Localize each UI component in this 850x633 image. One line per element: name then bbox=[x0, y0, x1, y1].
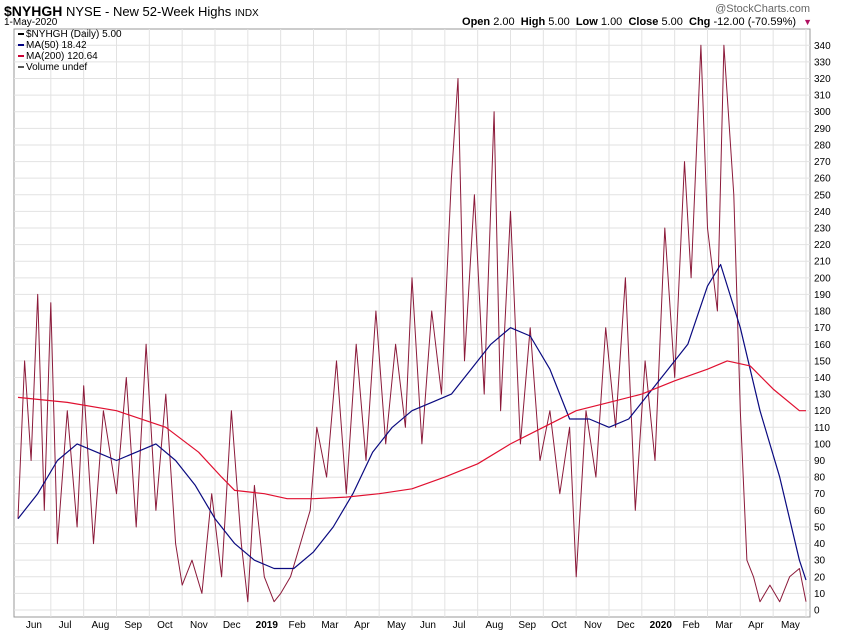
y-tick-label: 290 bbox=[814, 124, 831, 135]
ohlc-readout: Open 2.00 High 5.00 Low 1.00 Close 5.00 … bbox=[462, 16, 812, 28]
chg-down-arrow-icon[interactable]: ▼ bbox=[803, 17, 812, 27]
y-tick-label: 330 bbox=[814, 57, 831, 68]
y-tick-label: 280 bbox=[814, 140, 831, 151]
y-tick-label: 200 bbox=[814, 273, 831, 284]
y-tick-label: 240 bbox=[814, 207, 831, 218]
close-label: Close bbox=[628, 16, 659, 28]
y-tick-label: 0 bbox=[814, 606, 820, 617]
y-tick-label: 230 bbox=[814, 224, 831, 235]
x-tick-label: Aug bbox=[486, 620, 504, 631]
x-tick-label: Oct bbox=[551, 620, 567, 631]
open-label: Open bbox=[462, 16, 491, 28]
x-tick-label: Sep bbox=[124, 620, 142, 631]
x-tick-label: Nov bbox=[190, 620, 208, 631]
y-tick-label: 270 bbox=[814, 157, 831, 168]
high-value: 5.00 bbox=[548, 16, 570, 28]
y-tick-label: 20 bbox=[814, 572, 826, 583]
y-tick-label: 220 bbox=[814, 240, 831, 251]
chart-legend: $NYHGH (Daily) 5.00 MA(50) 18.42 MA(200)… bbox=[18, 29, 122, 73]
x-tick-label: Apr bbox=[748, 620, 764, 631]
y-tick-label: 250 bbox=[814, 190, 831, 201]
y-tick-label: 100 bbox=[814, 439, 831, 450]
y-tick-label: 160 bbox=[814, 340, 831, 351]
y-tick-label: 170 bbox=[814, 323, 831, 334]
high-label: High bbox=[520, 16, 546, 28]
x-tick-label: Dec bbox=[617, 620, 635, 631]
y-tick-label: 50 bbox=[814, 522, 826, 533]
y-tick-label: 80 bbox=[814, 473, 826, 484]
y-tick-label: 110 bbox=[814, 423, 830, 434]
y-tick-label: 70 bbox=[814, 489, 826, 500]
y-tick-label: 120 bbox=[814, 406, 831, 417]
low-label: Low bbox=[575, 16, 598, 28]
y-tick-label: 260 bbox=[814, 174, 831, 185]
symbol[interactable]: $NYHGH bbox=[4, 3, 63, 19]
x-tick-label: Feb bbox=[683, 620, 701, 631]
x-tick-label: Aug bbox=[92, 620, 110, 631]
x-tick-label: Nov bbox=[584, 620, 602, 631]
y-tick-label: 150 bbox=[814, 356, 831, 367]
close-value: 5.00 bbox=[661, 16, 683, 28]
x-tick-label: Apr bbox=[354, 620, 370, 631]
ma50-series-line bbox=[17, 263, 807, 581]
index-tag: INDX bbox=[234, 8, 259, 19]
x-tick-label: Mar bbox=[321, 620, 339, 631]
exchange-desc: NYSE - New 52-Week Highs bbox=[65, 4, 232, 19]
x-tick-label: May bbox=[387, 620, 406, 631]
chart-date: 1-May-2020 bbox=[4, 17, 58, 28]
chart-header: $NYHGH NYSE - New 52-Week Highs INDX 1-M… bbox=[0, 0, 850, 30]
x-tick-label: 2019 bbox=[256, 620, 279, 631]
legend-ma200[interactable]: MA(200) 120.64 bbox=[18, 51, 122, 62]
y-tick-label: 310 bbox=[814, 91, 831, 102]
y-tick-label: 180 bbox=[814, 307, 831, 318]
y-tick-label: 30 bbox=[814, 556, 826, 567]
open-value: 2.00 bbox=[493, 16, 515, 28]
y-tick-label: 190 bbox=[814, 290, 831, 301]
y-tick-label: 340 bbox=[814, 41, 831, 52]
price-series-line bbox=[17, 44, 807, 603]
y-tick-label: 320 bbox=[814, 74, 831, 85]
x-tick-label: Mar bbox=[715, 620, 733, 631]
chg-value: -12.00 (-70.59%) bbox=[713, 16, 797, 28]
y-tick-label: 300 bbox=[814, 107, 831, 118]
x-tick-label: Dec bbox=[223, 620, 241, 631]
ma200-series-line bbox=[17, 360, 806, 500]
x-tick-label: Jul bbox=[453, 620, 466, 631]
x-tick-label: Jun bbox=[26, 620, 42, 631]
x-tick-label: Sep bbox=[518, 620, 536, 631]
chart-title: $NYHGH NYSE - New 52-Week Highs INDX bbox=[4, 3, 259, 19]
y-tick-label: 90 bbox=[814, 456, 826, 467]
x-tick-label: 2020 bbox=[650, 620, 673, 631]
x-tick-label: Oct bbox=[157, 620, 173, 631]
x-tick-label: Feb bbox=[289, 620, 307, 631]
brand-logo[interactable]: @StockCharts.com bbox=[715, 3, 810, 15]
x-tick-label: Jul bbox=[59, 620, 72, 631]
x-tick-label: May bbox=[781, 620, 800, 631]
y-tick-label: 130 bbox=[814, 390, 831, 401]
legend-price[interactable]: $NYHGH (Daily) 5.00 bbox=[18, 29, 122, 40]
y-tick-label: 210 bbox=[814, 257, 831, 268]
x-tick-label: Jun bbox=[420, 620, 436, 631]
y-tick-label: 140 bbox=[814, 373, 831, 384]
y-tick-label: 10 bbox=[814, 589, 826, 600]
y-tick-label: 40 bbox=[814, 539, 826, 550]
legend-ma50[interactable]: MA(50) 18.42 bbox=[18, 40, 122, 51]
low-value: 1.00 bbox=[600, 16, 623, 28]
chg-label: Chg bbox=[689, 16, 711, 28]
y-tick-label: 60 bbox=[814, 506, 826, 517]
legend-volume[interactable]: Volume undef bbox=[18, 62, 122, 73]
